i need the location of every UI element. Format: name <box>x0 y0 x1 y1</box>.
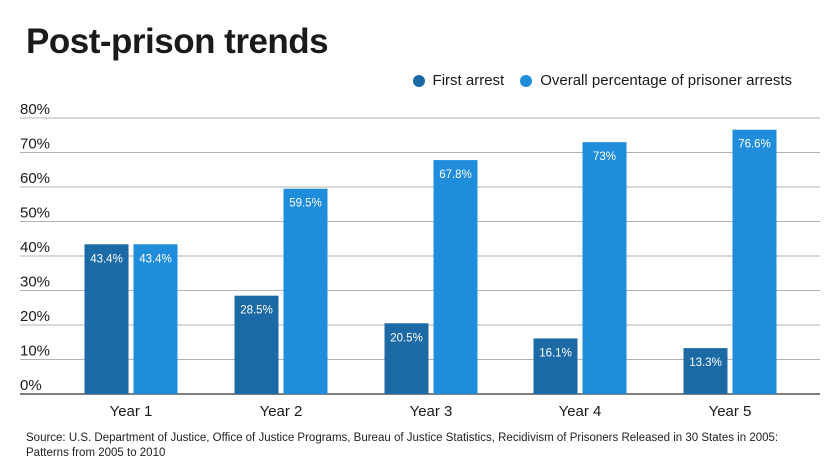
y-tick-label: 0% <box>20 377 42 394</box>
data-label: 43.4% <box>90 253 123 265</box>
legend-item-first-arrest: First arrest <box>412 72 505 89</box>
x-axis: Year 1 Year 2 Year 3 Year 4 Year 5 <box>110 403 752 420</box>
y-tick-label: 60% <box>20 170 50 187</box>
bar <box>133 244 178 394</box>
x-tick-label: Year 4 <box>559 403 602 420</box>
x-tick-label: Year 1 <box>110 403 153 420</box>
data-label: 67.8% <box>439 169 472 181</box>
bar <box>732 129 777 395</box>
bar <box>433 160 478 394</box>
legend-swatch-overall <box>520 74 533 87</box>
legend-item-overall: Overall percentage of prisoner arrests <box>520 72 792 89</box>
y-tick-label: 10% <box>20 343 50 360</box>
bar <box>234 295 279 394</box>
chart-title: Post-prison trends <box>26 22 329 61</box>
data-label: 59.5% <box>289 198 322 210</box>
legend-label-first-arrest: First arrest <box>432 72 505 89</box>
y-tick-label: 80% <box>20 101 50 118</box>
data-label: 43.4% <box>139 253 172 265</box>
data-label: 28.5% <box>240 305 273 317</box>
bar <box>533 338 578 394</box>
y-tick-label: 50% <box>20 205 50 222</box>
bar <box>384 323 429 394</box>
source-note: Source: U.S. Department of Justice, Offi… <box>26 432 779 459</box>
legend-swatch-first-arrest <box>412 74 425 87</box>
bar-chart: 0% 10% 20% 30% 40% 50% 60% 70% 80% 43.4% 43.4% 28.… <box>20 101 820 420</box>
data-label: 16.1% <box>539 347 572 359</box>
x-tick-label: Year 2 <box>260 403 303 420</box>
bars: 43.4% 43.4% 28.5% 59.5% 20.5% 67.8% 16.1% 73% 13… <box>84 129 777 395</box>
data-label: 76.6% <box>738 139 771 151</box>
y-tick-label: 70% <box>20 136 50 153</box>
y-tick-label: 30% <box>20 274 50 291</box>
data-label: 20.5% <box>390 332 423 344</box>
data-label: 73% <box>593 151 616 163</box>
data-label: 13.3% <box>689 357 722 369</box>
bar <box>683 348 728 394</box>
x-tick-label: Year 5 <box>709 403 752 420</box>
x-tick-label: Year 3 <box>410 403 453 420</box>
y-tick-label: 20% <box>20 308 50 325</box>
bar <box>84 244 129 394</box>
y-tick-label: 40% <box>20 239 50 256</box>
bar <box>582 142 627 394</box>
y-axis: 0% 10% 20% 30% 40% 50% 60% 70% 80% <box>20 101 50 394</box>
bar <box>283 188 328 394</box>
legend-label-overall: Overall percentage of prisoner arrests <box>540 72 792 89</box>
legend: First arrest Overall percentage of priso… <box>405 72 792 89</box>
